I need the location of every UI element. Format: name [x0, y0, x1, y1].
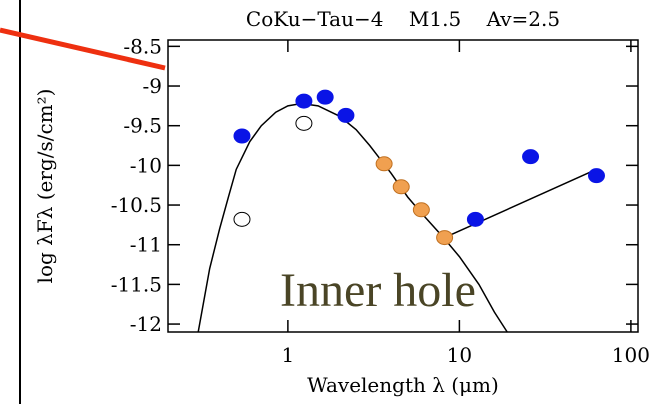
point — [522, 149, 540, 165]
y-tick-label: -9.5 — [123, 114, 162, 138]
y-tick-label: -11.5 — [111, 272, 162, 296]
y-tick-label: -9 — [143, 74, 162, 98]
x-tick-label: 100 — [612, 343, 650, 367]
y-tick-label: -11 — [130, 233, 162, 257]
point — [233, 128, 251, 144]
annotation: Inner hole — [280, 264, 476, 317]
point — [375, 156, 393, 172]
point — [436, 230, 454, 246]
x-tick-label: 1 — [282, 343, 295, 367]
line — [197, 102, 508, 333]
line — [444, 168, 597, 239]
y-tick-label: -12 — [130, 312, 162, 336]
pointer-line — [0, 27, 166, 71]
plot-frame — [167, 39, 639, 333]
point — [316, 89, 334, 105]
point — [412, 202, 430, 218]
x-axis-label: Wavelength λ (μm) — [307, 373, 499, 397]
point — [295, 115, 313, 131]
point — [392, 179, 410, 195]
y-tick-label: -10.5 — [111, 193, 162, 217]
point — [466, 211, 484, 227]
point — [295, 93, 313, 109]
y-tick-label: -8.5 — [123, 34, 162, 58]
point — [233, 211, 251, 227]
point — [587, 168, 605, 184]
y-axis-label: log λFλ (erg/s/cm²) — [33, 89, 57, 284]
point — [337, 107, 355, 123]
chart-title: CoKu−Tau−4 M1.5 Av=2.5 — [246, 7, 560, 31]
x-tick-label: 10 — [447, 343, 472, 367]
y-tick-label: -10 — [130, 153, 162, 177]
